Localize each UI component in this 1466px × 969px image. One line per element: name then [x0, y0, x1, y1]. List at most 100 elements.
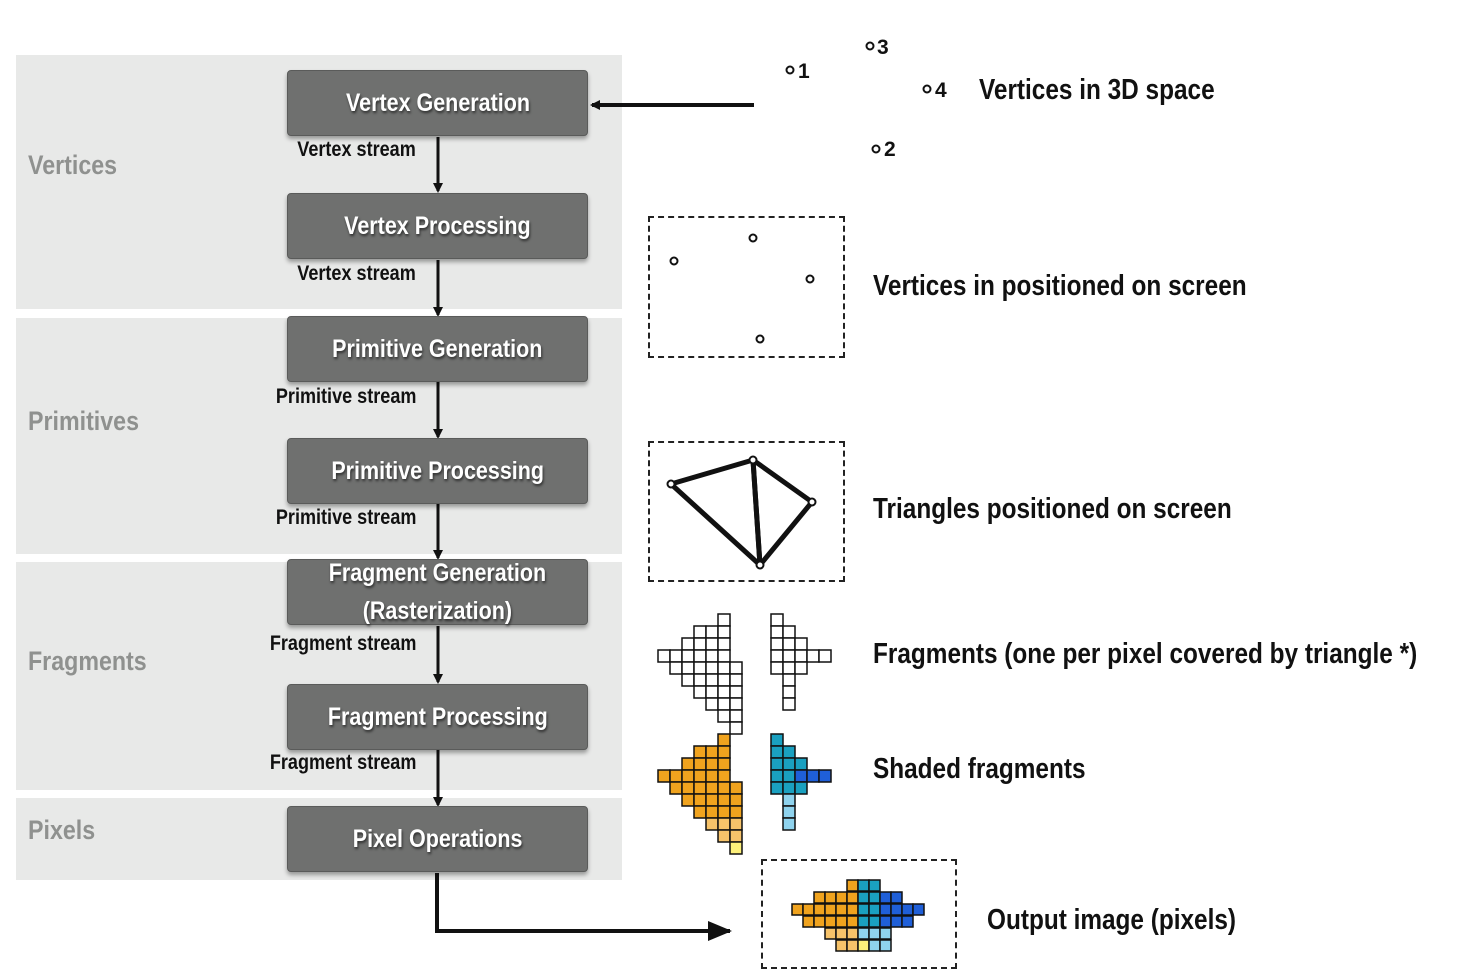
band-label-fragments: Fragments	[28, 646, 147, 676]
stage-pixel-operations: Pixel Operations	[287, 806, 588, 872]
fragment-cell	[770, 661, 784, 675]
fragment-cell	[705, 661, 719, 675]
vertex-label-1: 1	[798, 60, 810, 83]
fragment-cell	[782, 685, 796, 699]
fragment-cell	[770, 637, 784, 651]
triangles-shape	[668, 457, 815, 568]
fragment-cell	[705, 637, 719, 651]
shaded-fragment-cell	[717, 757, 731, 771]
shaded-fragment-cell	[770, 733, 784, 747]
shaded-fragment-cell	[705, 817, 719, 831]
fragment-cell	[806, 649, 820, 663]
triangle-vertices	[666, 455, 817, 570]
shaded-fragment-cell	[705, 745, 719, 759]
shaded-fragment-cell	[693, 781, 707, 795]
fragment-cell	[717, 685, 731, 699]
shaded-fragment-cell	[717, 769, 731, 783]
shaded-fragment-cell	[770, 745, 784, 759]
fragment-cell	[717, 661, 731, 675]
stream-label-fragment-2: Fragment stream	[269, 751, 416, 774]
fragment-cell	[693, 625, 707, 639]
shaded-fragment-cell	[693, 745, 707, 759]
fragment-cell	[782, 673, 796, 687]
fragment-cell	[818, 649, 832, 663]
shaded-fragment-cell	[782, 805, 796, 819]
fragment-cell	[729, 685, 743, 699]
shaded-fragment-cell	[729, 793, 743, 807]
fragment-cell	[729, 721, 743, 735]
stream-label-fragment-1: Fragment stream	[269, 632, 416, 655]
fragment-cell	[693, 685, 707, 699]
stage-vertex-generation: Vertex Generation	[287, 70, 588, 136]
arrow-pixels-to-output	[435, 873, 732, 941]
fragment-cell	[693, 673, 707, 687]
panel-output-image	[761, 859, 957, 969]
shaded-fragment-cell	[729, 841, 743, 855]
fragment-cell	[770, 625, 784, 639]
shaded-fragment-cell	[705, 757, 719, 771]
vertex-label-3: 3	[877, 36, 889, 59]
fragment-cell	[693, 637, 707, 651]
fragment-cell	[729, 697, 743, 711]
stage-primitive-processing: Primitive Processing	[287, 438, 588, 504]
shaded-fragment-cell	[770, 757, 784, 771]
stream-label-vertex-2: Vertex stream	[297, 262, 416, 285]
stage-fragment-generation: Fragment Generation (Rasterization)	[287, 559, 588, 625]
shaded-fragment-cell	[717, 829, 731, 843]
fragment-cell	[705, 625, 719, 639]
stage-vertex-processing: Vertex Processing	[287, 193, 588, 259]
vertices-screen-points	[669, 233, 815, 344]
shaded-fragment-cell	[770, 781, 784, 795]
band-label-primitives: Primitives	[28, 406, 140, 436]
fragment-grid-shaded	[657, 733, 832, 855]
fragment-cell	[717, 613, 731, 627]
fragment-cell	[782, 649, 796, 663]
shaded-fragment-cell	[717, 793, 731, 807]
shaded-fragment-cell	[782, 781, 796, 795]
fragment-cell	[717, 637, 731, 651]
band-label-pixels: Pixels	[28, 815, 96, 845]
fragment-cell	[693, 649, 707, 663]
shaded-fragment-cell	[782, 745, 796, 759]
fragment-grid-outline	[657, 613, 832, 735]
stream-label-primitive-1: Primitive stream	[275, 385, 416, 408]
shaded-fragment-cell	[770, 769, 784, 783]
shaded-fragment-cell	[717, 781, 731, 795]
fragment-cell	[705, 649, 719, 663]
fragment-cell	[770, 613, 784, 627]
output-pixel-cell	[912, 903, 925, 916]
fragment-cell	[681, 649, 695, 663]
desc-output-image: Output image (pixels)	[987, 904, 1237, 936]
desc-vertices-3d: Vertices in 3D space	[979, 74, 1215, 106]
desc-shaded-fragments: Shaded fragments	[873, 753, 1086, 785]
shaded-fragment-cell	[705, 793, 719, 807]
output-pixel-cell	[879, 927, 892, 940]
fragment-cell	[681, 673, 695, 687]
fragment-cell	[681, 661, 695, 675]
fragment-cell	[729, 661, 743, 675]
shaded-fragment-cell	[794, 769, 808, 783]
fragment-cell	[693, 661, 707, 675]
fragment-cell	[794, 661, 808, 675]
stream-label-vertex-1: Vertex stream	[297, 138, 416, 161]
fragment-cell	[657, 649, 671, 663]
desc-fragments: Fragments (one per pixel covered by tria…	[873, 638, 1418, 670]
shaded-fragment-cell	[693, 757, 707, 771]
shaded-fragment-cell	[693, 805, 707, 819]
shaded-fragment-cell	[705, 769, 719, 783]
panel-triangles-screen	[648, 441, 845, 582]
output-pixel-cell	[890, 891, 903, 904]
shaded-fragment-cell	[681, 769, 695, 783]
output-pixel-cell	[868, 879, 881, 892]
fragment-cell	[729, 673, 743, 687]
fragment-cell	[770, 649, 784, 663]
fragment-cell	[782, 637, 796, 651]
shaded-fragment-cell	[717, 805, 731, 819]
desc-vertices-screen: Vertices in positioned on screen	[873, 270, 1247, 302]
fragment-cell	[681, 637, 695, 651]
shaded-fragment-cell	[693, 793, 707, 807]
fragment-cell	[705, 673, 719, 687]
shaded-fragment-cell	[681, 781, 695, 795]
fragment-cell	[669, 661, 683, 675]
shaded-fragment-cell	[806, 769, 820, 783]
